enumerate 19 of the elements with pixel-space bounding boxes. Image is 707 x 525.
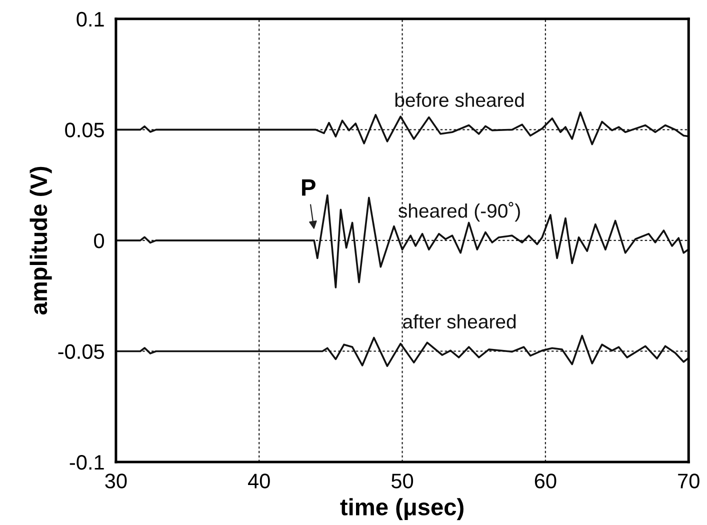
y-tick-label: -0.05 [58, 344, 104, 359]
y-tick-label: 0.05 [65, 122, 104, 138]
x-axis-title: time (μsec) [340, 498, 464, 520]
y-tick-label: 0 [94, 233, 104, 248]
line-series [116, 334, 689, 367]
annotation: P [302, 179, 316, 196]
x-tick-label: 50 [392, 474, 414, 488]
x-tick-label: 60 [534, 474, 556, 488]
y-axis-title: amplitude (V) [30, 166, 52, 315]
line-series [116, 111, 689, 146]
x-tick-label: 30 [105, 474, 127, 488]
series-label: sheared (-90˚) [398, 202, 520, 222]
series-label: after sheared [403, 314, 516, 329]
line-series [116, 194, 689, 288]
y-tick-label: 0.1 [76, 12, 104, 27]
y-tick-label: -0.1 [70, 455, 104, 470]
x-tick-label: 40 [248, 474, 270, 488]
series-label: before sheared [395, 92, 524, 107]
x-tick-label: 70 [678, 474, 700, 488]
